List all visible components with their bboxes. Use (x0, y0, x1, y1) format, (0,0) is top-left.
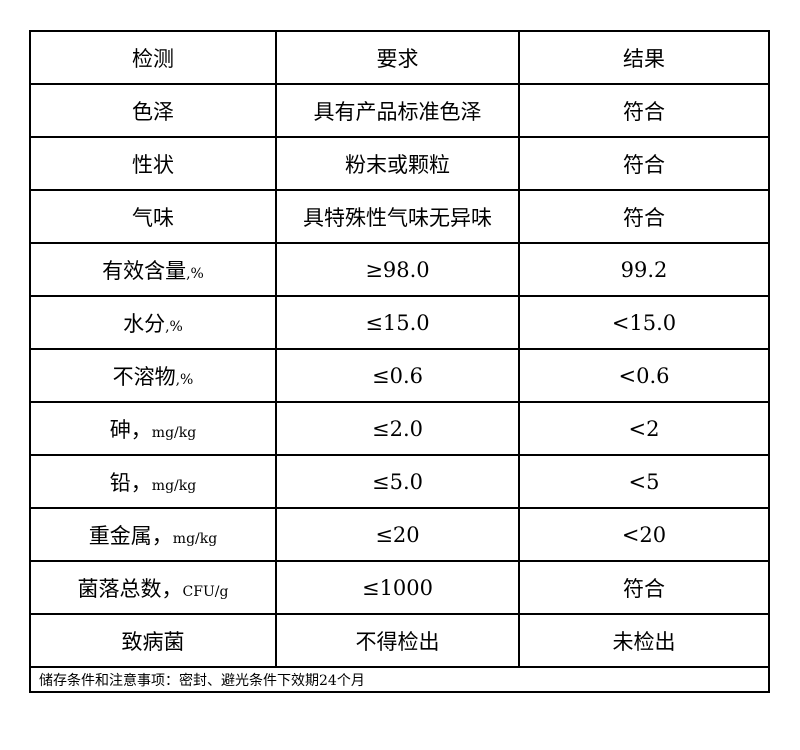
table-row: 色泽 具有产品标准色泽 符合 (29, 83, 770, 138)
item-unit: ,% (186, 265, 204, 282)
requirement-cell: ≤1000 (275, 560, 520, 615)
table-row: 铅，mg/kg ≤5.0 <5 (29, 454, 770, 509)
result-cell: <15.0 (518, 295, 770, 350)
item-name: 水分 (123, 311, 166, 336)
test-item: 色泽 (29, 83, 277, 138)
test-item: 有效含量,% (29, 242, 277, 297)
table-row: 重金属，mg/kg ≤20 <20 (29, 507, 770, 562)
requirement-cell: ≥98.0 (275, 242, 520, 297)
test-item: 铅，mg/kg (29, 454, 277, 509)
header-test: 检测 (29, 30, 277, 85)
requirement-cell: ≤20 (275, 507, 520, 562)
item-name: 重金属， (88, 523, 173, 548)
item-name: 致病菌 (121, 629, 185, 654)
table-row: 有效含量,% ≥98.0 99.2 (29, 242, 770, 297)
table-row: 致病菌 不得检出 未检出 (29, 613, 770, 668)
test-item: 致病菌 (29, 613, 277, 668)
requirement-cell: 具有产品标准色泽 (275, 83, 520, 138)
item-unit: mg/kg (151, 477, 197, 494)
test-item: 砷，mg/kg (29, 401, 277, 456)
item-name: 菌落总数， (77, 576, 183, 601)
result-cell: 符合 (518, 83, 770, 138)
test-item: 气味 (29, 189, 277, 244)
result-cell: <0.6 (518, 348, 770, 403)
result-cell: <20 (518, 507, 770, 562)
item-unit: ,% (175, 371, 194, 388)
test-item: 重金属，mg/kg (29, 507, 277, 562)
item-name: 性状 (132, 152, 174, 177)
item-name: 有效含量 (102, 258, 187, 283)
item-unit: ,% (165, 318, 183, 335)
requirement-cell: ≤2.0 (275, 401, 520, 456)
item-unit: mg/kg (151, 424, 197, 441)
header-requirement: 要求 (275, 30, 520, 85)
requirement-cell: 粉末或颗粒 (275, 136, 520, 191)
requirement-cell: 不得检出 (275, 613, 520, 668)
requirement-cell: ≤15.0 (275, 295, 520, 350)
test-results-table: 检测 要求 结果 色泽 具有产品标准色泽 符合 性状 粉末或颗粒 符合 气味 具特殊性气味无异… (29, 30, 770, 693)
item-name: 砷， (109, 417, 152, 442)
requirement-cell: ≤0.6 (275, 348, 520, 403)
table-row: 性状 粉末或颗粒 符合 (29, 136, 770, 191)
item-name: 气味 (132, 205, 174, 230)
result-cell: <2 (518, 401, 770, 456)
item-unit: mg/kg (172, 530, 218, 547)
result-cell: 符合 (518, 189, 770, 244)
table-row: 不溶物,% ≤0.6 <0.6 (29, 348, 770, 403)
item-name: 铅， (109, 470, 152, 495)
item-unit: CFU/g (182, 583, 229, 600)
requirement-cell: ≤5.0 (275, 454, 520, 509)
table-row: 气味 具特殊性气味无异味 符合 (29, 189, 770, 244)
result-cell: <5 (518, 454, 770, 509)
item-name: 不溶物 (112, 364, 176, 389)
note-row: 储存条件和注意事项：密封、避光条件下效期24个月 (29, 666, 770, 693)
requirement-cell: 具特殊性气味无异味 (275, 189, 520, 244)
test-item: 菌落总数，CFU/g (29, 560, 277, 615)
header-result: 结果 (518, 30, 770, 85)
result-cell: 符合 (518, 560, 770, 615)
table-row: 菌落总数，CFU/g ≤1000 符合 (29, 560, 770, 615)
result-cell: 符合 (518, 136, 770, 191)
header-row: 检测 要求 结果 (29, 30, 770, 85)
test-item: 性状 (29, 136, 277, 191)
table-row: 砷，mg/kg ≤2.0 <2 (29, 401, 770, 456)
result-cell: 99.2 (518, 242, 770, 297)
test-item: 水分,% (29, 295, 277, 350)
result-cell: 未检出 (518, 613, 770, 668)
table-row: 水分,% ≤15.0 <15.0 (29, 295, 770, 350)
item-name: 色泽 (132, 99, 174, 124)
test-item: 不溶物,% (29, 348, 277, 403)
storage-note: 储存条件和注意事项：密封、避光条件下效期24个月 (29, 666, 770, 693)
